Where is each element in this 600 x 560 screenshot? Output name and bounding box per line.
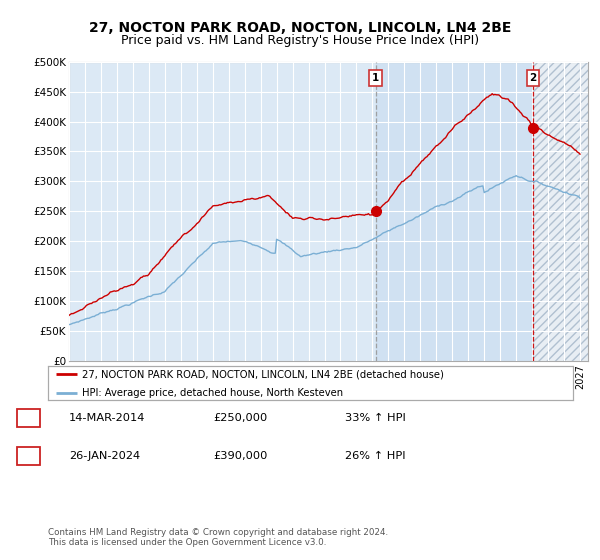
Text: 2: 2	[530, 73, 537, 83]
Text: 1: 1	[372, 73, 379, 83]
Text: 1: 1	[25, 413, 32, 423]
Text: HPI: Average price, detached house, North Kesteven: HPI: Average price, detached house, Nort…	[82, 388, 343, 398]
Text: 27, NOCTON PARK ROAD, NOCTON, LINCOLN, LN4 2BE: 27, NOCTON PARK ROAD, NOCTON, LINCOLN, L…	[89, 21, 511, 35]
Text: 2: 2	[25, 451, 32, 461]
Bar	[533, 62, 588, 361]
Text: £390,000: £390,000	[213, 451, 268, 461]
Text: 14-MAR-2014: 14-MAR-2014	[69, 413, 145, 423]
Text: £250,000: £250,000	[213, 413, 267, 423]
Bar	[376, 62, 533, 361]
Text: 26% ↑ HPI: 26% ↑ HPI	[345, 451, 406, 461]
Text: 26-JAN-2024: 26-JAN-2024	[69, 451, 140, 461]
Text: 33% ↑ HPI: 33% ↑ HPI	[345, 413, 406, 423]
Text: Contains HM Land Registry data © Crown copyright and database right 2024.
This d: Contains HM Land Registry data © Crown c…	[48, 528, 388, 547]
Text: Price paid vs. HM Land Registry's House Price Index (HPI): Price paid vs. HM Land Registry's House …	[121, 34, 479, 46]
Text: 27, NOCTON PARK ROAD, NOCTON, LINCOLN, LN4 2BE (detached house): 27, NOCTON PARK ROAD, NOCTON, LINCOLN, L…	[82, 370, 444, 379]
Bar	[533, 62, 588, 361]
